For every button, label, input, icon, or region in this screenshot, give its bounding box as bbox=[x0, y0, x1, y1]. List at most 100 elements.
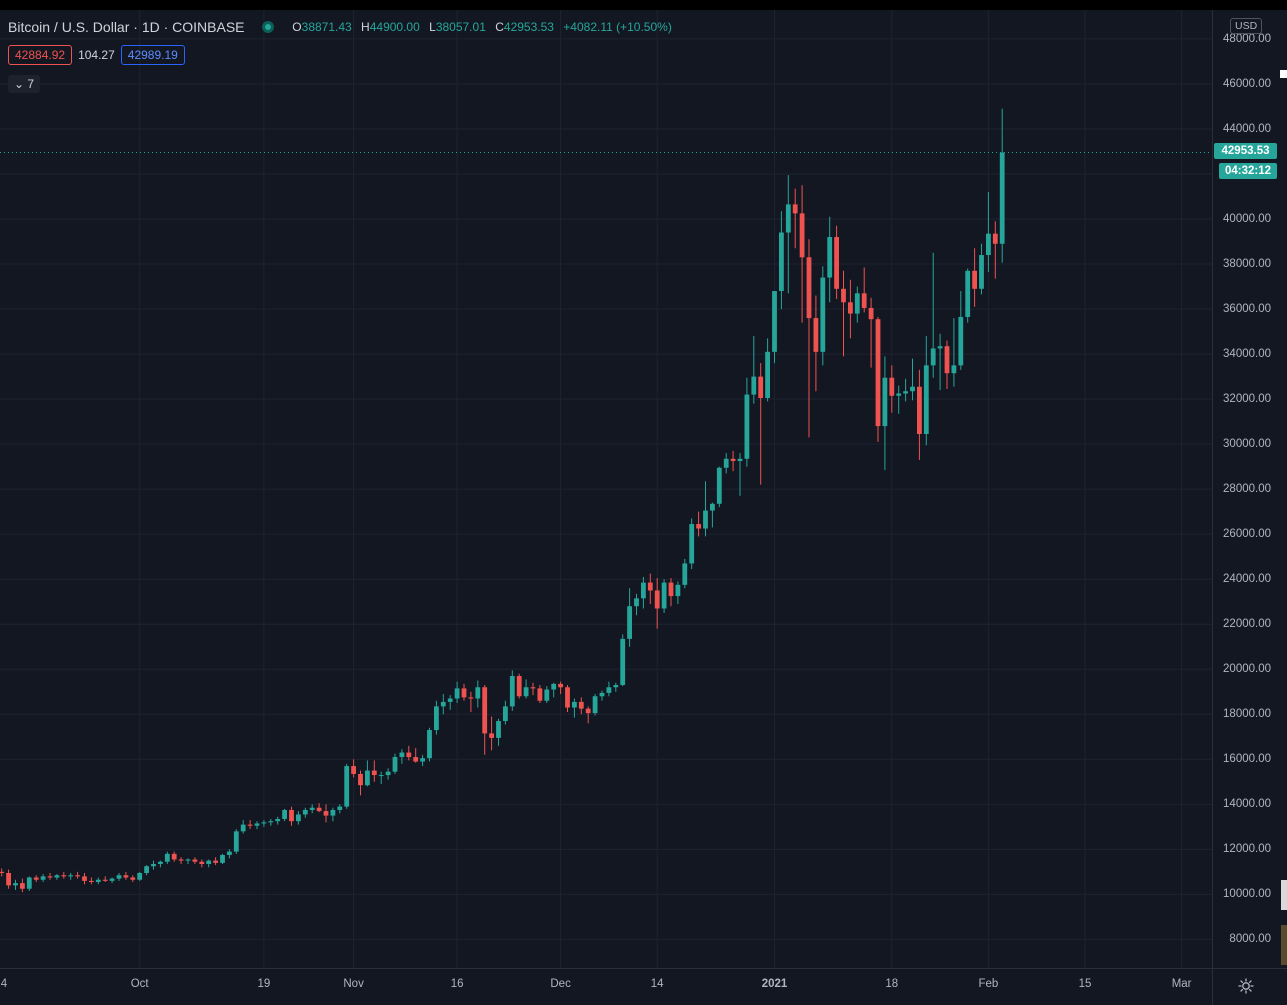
candle bbox=[233, 829, 239, 854]
time-tick-label: 4 bbox=[0, 978, 8, 990]
candle-body bbox=[233, 831, 239, 852]
indicators-toggle-button[interactable]: ⌄ 7 bbox=[8, 75, 41, 93]
candle bbox=[68, 872, 74, 880]
candle-body bbox=[896, 393, 902, 396]
currency-label[interactable]: USD bbox=[1230, 18, 1263, 34]
change-value: +4082.11 (+10.50%) bbox=[563, 20, 672, 34]
candle bbox=[365, 760, 370, 787]
candle bbox=[785, 175, 791, 294]
candle-body bbox=[392, 757, 398, 772]
candle-body bbox=[848, 302, 853, 314]
candle bbox=[40, 874, 46, 882]
candle-body bbox=[13, 883, 18, 886]
candle-body bbox=[979, 255, 984, 289]
candle-body bbox=[413, 757, 419, 762]
candle-body bbox=[427, 730, 432, 759]
candle bbox=[986, 192, 991, 272]
market-status-icon[interactable] bbox=[262, 21, 275, 33]
candle bbox=[572, 698, 577, 718]
candle-body bbox=[675, 584, 681, 597]
candle-body bbox=[254, 823, 260, 826]
candlestick-chart[interactable] bbox=[0, 10, 1212, 968]
candle-body bbox=[944, 346, 950, 374]
candle-body bbox=[461, 688, 467, 698]
candle-body bbox=[192, 859, 198, 862]
candle bbox=[158, 860, 163, 868]
price-tick-label: 34000.00 bbox=[1223, 348, 1271, 361]
price-tick-label: 8000.00 bbox=[1229, 933, 1271, 946]
chart-pane[interactable] bbox=[0, 10, 1212, 968]
candle bbox=[779, 211, 784, 310]
price-tick-label: 44000.00 bbox=[1223, 122, 1271, 135]
candle-body bbox=[910, 386, 915, 392]
candle bbox=[565, 685, 570, 713]
candle-body bbox=[240, 824, 246, 832]
candle-body bbox=[95, 879, 101, 882]
bar-countdown-tag: 04:32:12 bbox=[1219, 163, 1277, 179]
candle-body bbox=[316, 807, 322, 812]
candle bbox=[130, 875, 136, 882]
candle bbox=[337, 804, 343, 814]
candle bbox=[489, 716, 494, 751]
candle bbox=[220, 853, 225, 864]
candle-body bbox=[758, 376, 764, 398]
high-label: H bbox=[361, 20, 370, 34]
candle-body bbox=[647, 582, 653, 591]
candle bbox=[164, 851, 170, 864]
candle-body bbox=[123, 875, 129, 878]
candle-body bbox=[930, 348, 936, 366]
candle-body bbox=[841, 288, 846, 303]
price-axis[interactable]: 8000.00 10000.00 12000.00 14000.00 16000.00 1… bbox=[1212, 10, 1287, 968]
candle-body bbox=[710, 503, 715, 511]
candle-body bbox=[999, 152, 1005, 244]
candle-body bbox=[275, 818, 281, 822]
candle-body bbox=[385, 771, 391, 776]
buy-price-button[interactable]: 42989.19 bbox=[120, 45, 185, 65]
candle-body bbox=[951, 365, 957, 374]
candle-body bbox=[351, 766, 356, 774]
candle bbox=[537, 685, 543, 704]
candle-body bbox=[854, 293, 860, 314]
price-tick-label: 22000.00 bbox=[1223, 618, 1271, 631]
candle-body bbox=[302, 809, 308, 815]
candle-body bbox=[523, 687, 529, 697]
candle bbox=[440, 694, 446, 715]
price-tick-label: 32000.00 bbox=[1223, 393, 1271, 406]
candle-body bbox=[40, 876, 46, 880]
candle-body bbox=[606, 687, 612, 693]
candle-body bbox=[489, 733, 494, 738]
candle bbox=[813, 295, 819, 392]
candle bbox=[979, 243, 984, 295]
time-tick-label: Dec bbox=[550, 978, 571, 990]
candle bbox=[599, 690, 605, 701]
candle bbox=[654, 578, 660, 629]
sell-price-button[interactable]: 42884.92 bbox=[8, 45, 73, 65]
candle-body bbox=[779, 232, 784, 292]
candle-body bbox=[68, 875, 74, 877]
candle-body bbox=[703, 510, 708, 529]
candle-body bbox=[130, 877, 136, 880]
candle-body bbox=[358, 773, 363, 786]
candle bbox=[20, 878, 25, 893]
candle-body bbox=[551, 683, 557, 690]
price-tick-label: 12000.00 bbox=[1223, 843, 1271, 856]
spread-value: 104.27 bbox=[78, 48, 115, 62]
price-tick-label: 24000.00 bbox=[1223, 573, 1271, 586]
time-axis[interactable]: 4 Oct 19 Nov 16 Dec 14 2021 18 Feb 15 Mar bbox=[0, 968, 1212, 1005]
candle bbox=[178, 857, 184, 864]
high-value: 44900.00 bbox=[369, 20, 420, 34]
candle bbox=[192, 857, 198, 864]
candle bbox=[896, 385, 902, 414]
candle-body bbox=[61, 875, 67, 877]
symbol-title[interactable]: Bitcoin / U.S. Dollar · 1D · COINBASE bbox=[8, 19, 245, 35]
candle-body bbox=[365, 770, 370, 786]
candle bbox=[937, 333, 943, 391]
gear-icon[interactable] bbox=[1238, 978, 1254, 994]
candle bbox=[627, 588, 632, 647]
candle-body bbox=[116, 875, 122, 879]
price-tick-label: 48000.00 bbox=[1223, 32, 1271, 45]
axis-corner bbox=[1212, 968, 1287, 1005]
candle-body bbox=[772, 291, 777, 352]
candle-body bbox=[544, 689, 550, 701]
candle-body bbox=[137, 872, 143, 880]
